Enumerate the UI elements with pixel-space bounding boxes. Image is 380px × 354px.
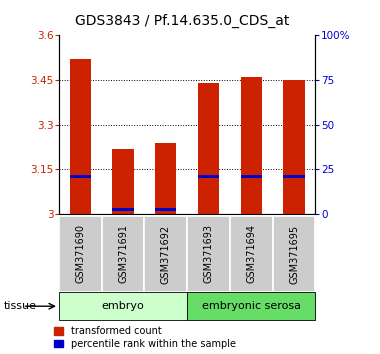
Text: GSM371695: GSM371695 xyxy=(289,224,299,284)
Text: GSM371691: GSM371691 xyxy=(118,224,128,284)
Bar xyxy=(102,216,144,292)
Bar xyxy=(59,292,187,320)
Bar xyxy=(198,83,219,214)
Bar xyxy=(59,216,102,292)
Text: GDS3843 / Pf.14.635.0_CDS_at: GDS3843 / Pf.14.635.0_CDS_at xyxy=(75,14,290,28)
Bar xyxy=(144,216,187,292)
Bar xyxy=(272,216,315,292)
Bar xyxy=(155,207,176,211)
Bar xyxy=(112,149,134,214)
Text: GSM371693: GSM371693 xyxy=(204,224,214,284)
Bar xyxy=(70,175,91,178)
Bar xyxy=(230,216,272,292)
Bar xyxy=(283,175,305,178)
Bar xyxy=(70,59,91,214)
Text: GSM371690: GSM371690 xyxy=(75,224,85,284)
Legend: transformed count, percentile rank within the sample: transformed count, percentile rank withi… xyxy=(54,326,236,349)
Bar xyxy=(241,175,262,178)
Bar xyxy=(187,216,230,292)
Text: GSM371692: GSM371692 xyxy=(161,224,171,284)
Bar xyxy=(187,292,315,320)
Bar xyxy=(155,143,176,214)
Bar xyxy=(283,80,305,214)
Bar xyxy=(112,207,134,211)
Text: GSM371694: GSM371694 xyxy=(246,224,256,284)
Text: embryonic serosa: embryonic serosa xyxy=(202,301,301,311)
Text: tissue: tissue xyxy=(4,301,37,311)
Bar xyxy=(198,175,219,178)
Bar xyxy=(241,77,262,214)
Text: embryo: embryo xyxy=(102,301,144,311)
